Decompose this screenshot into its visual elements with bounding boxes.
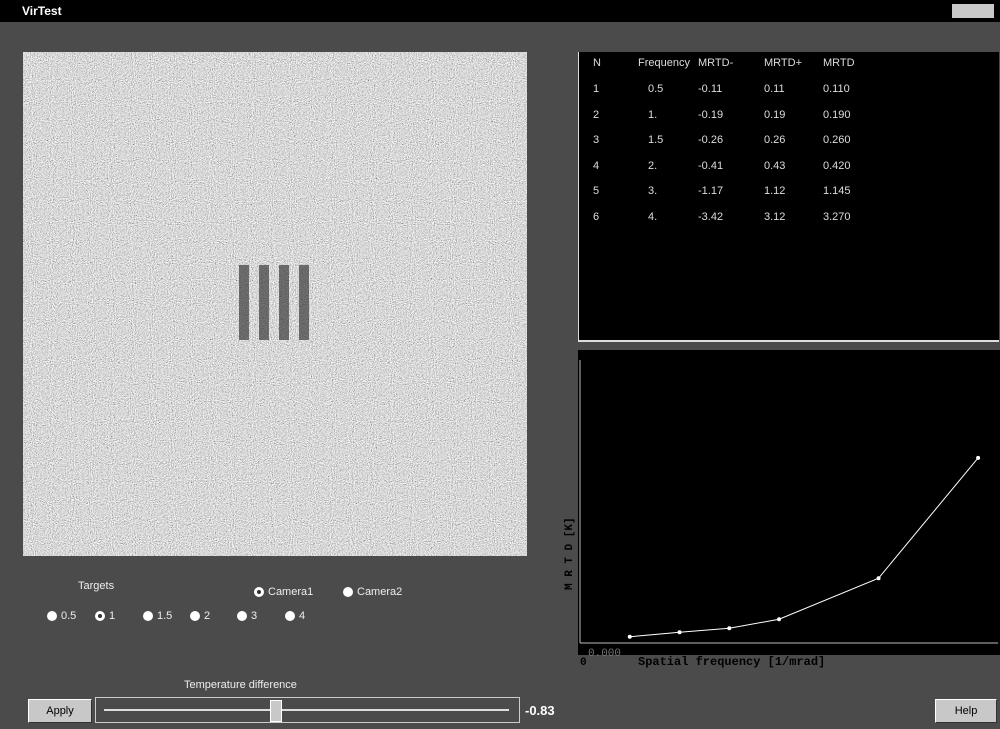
table-cell: 4.	[648, 211, 657, 223]
table-cell: -3.42	[698, 211, 723, 223]
target-radio[interactable]: 1.5	[143, 610, 172, 622]
plot-background	[578, 350, 1000, 655]
data-point	[678, 630, 682, 634]
table-cell: 3.12	[764, 211, 785, 223]
apply-button[interactable]: Apply	[28, 699, 92, 723]
table-cell: 2.	[648, 160, 657, 172]
table-cell: 5	[593, 185, 599, 197]
table-cell: 3	[593, 134, 599, 146]
target-radio[interactable]: 3	[237, 610, 257, 622]
column-header: MRTD-	[698, 57, 733, 69]
data-point	[727, 626, 731, 630]
slider-label: Temperature difference	[184, 679, 297, 691]
help-button[interactable]: Help	[935, 699, 997, 723]
data-point	[777, 617, 781, 621]
data-point	[628, 635, 632, 639]
radio-label: 1.5	[157, 610, 172, 622]
table-cell: -0.41	[698, 160, 723, 172]
table-cell: 1.	[648, 109, 657, 121]
target-radio[interactable]: 2	[190, 610, 210, 622]
radio-dot	[343, 587, 353, 597]
data-point	[877, 576, 881, 580]
table-cell: 0.43	[764, 160, 785, 172]
camera-radio[interactable]: Camera1	[254, 586, 313, 598]
table-cell: 0.190	[823, 109, 851, 121]
table-cell: 4	[593, 160, 599, 172]
column-header: MRTD+	[764, 57, 802, 69]
column-header: N	[593, 57, 601, 69]
table-cell: 2	[593, 109, 599, 121]
targets-label: Targets	[78, 580, 114, 592]
radio-label: 3	[251, 610, 257, 622]
target-radio[interactable]: 4	[285, 610, 305, 622]
table-cell: 3.	[648, 185, 657, 197]
target-radio[interactable]: 1	[95, 610, 115, 622]
table-cell: 1.5	[648, 134, 663, 146]
table-cell: 0.110	[823, 83, 850, 95]
title-bar: VirTest	[0, 0, 1000, 22]
radio-dot	[254, 587, 264, 597]
y-tick-label: 0.000	[588, 648, 621, 660]
window-buttons[interactable]	[952, 4, 994, 18]
radio-label: Camera1	[268, 586, 313, 598]
target-image	[23, 52, 527, 556]
table-cell: 0.5	[648, 83, 663, 95]
radio-label: 2	[204, 610, 210, 622]
slider-track	[104, 709, 509, 711]
table-cell: 1	[593, 83, 599, 95]
table-cell: 3.270	[823, 211, 851, 223]
table-cell: -0.11	[698, 83, 722, 95]
radio-label: 4	[299, 610, 305, 622]
table-cell: 0.19	[764, 109, 785, 121]
table-cell: -0.26	[698, 134, 723, 146]
radio-dot	[237, 611, 247, 621]
column-header: MRTD	[823, 57, 855, 69]
table-cell: 0.11	[764, 83, 785, 95]
table-cell: 6	[593, 211, 599, 223]
results-table: N Frequency MRTD- MRTD+ MRTD 1 0.5 -0.11 0.11 0.1…	[578, 52, 999, 342]
radio-dot	[95, 611, 105, 621]
slider[interactable]	[95, 697, 520, 723]
radio-label: Camera2	[357, 586, 402, 598]
x-tick-label: 0	[580, 657, 587, 669]
table-cell: 1.145	[823, 185, 851, 197]
table-cell: -0.19	[698, 109, 723, 121]
camera-radio[interactable]: Camera2	[343, 586, 402, 598]
radio-dot	[143, 611, 153, 621]
slider-thumb[interactable]	[270, 700, 282, 722]
window-title: VirTest	[22, 4, 62, 18]
table-cell: -1.17	[698, 185, 723, 197]
table-cell: 0.420	[823, 160, 851, 172]
column-header: Frequency	[638, 57, 690, 69]
table-cell: 0.260	[823, 134, 851, 146]
target-radio[interactable]: 0.5	[47, 610, 76, 622]
app-window: VirTest N Frequency MRTD- MRTD+ MRTD 1 0.5 -0.1…	[0, 0, 1000, 729]
table-cell: 0.26	[764, 134, 785, 146]
data-point	[976, 456, 980, 460]
x-axis-label: Spatial frequency [1/mrad]	[638, 655, 825, 669]
radio-dot	[285, 611, 295, 621]
y-axis-label: M R T D [K]	[564, 517, 576, 590]
table-cell: 1.12	[764, 185, 785, 197]
radio-label: 1	[109, 610, 115, 622]
slider-value: -0.83	[525, 703, 555, 718]
radio-label: 0.5	[61, 610, 76, 622]
radio-dot	[47, 611, 57, 621]
noise	[23, 52, 527, 556]
radio-dot	[190, 611, 200, 621]
